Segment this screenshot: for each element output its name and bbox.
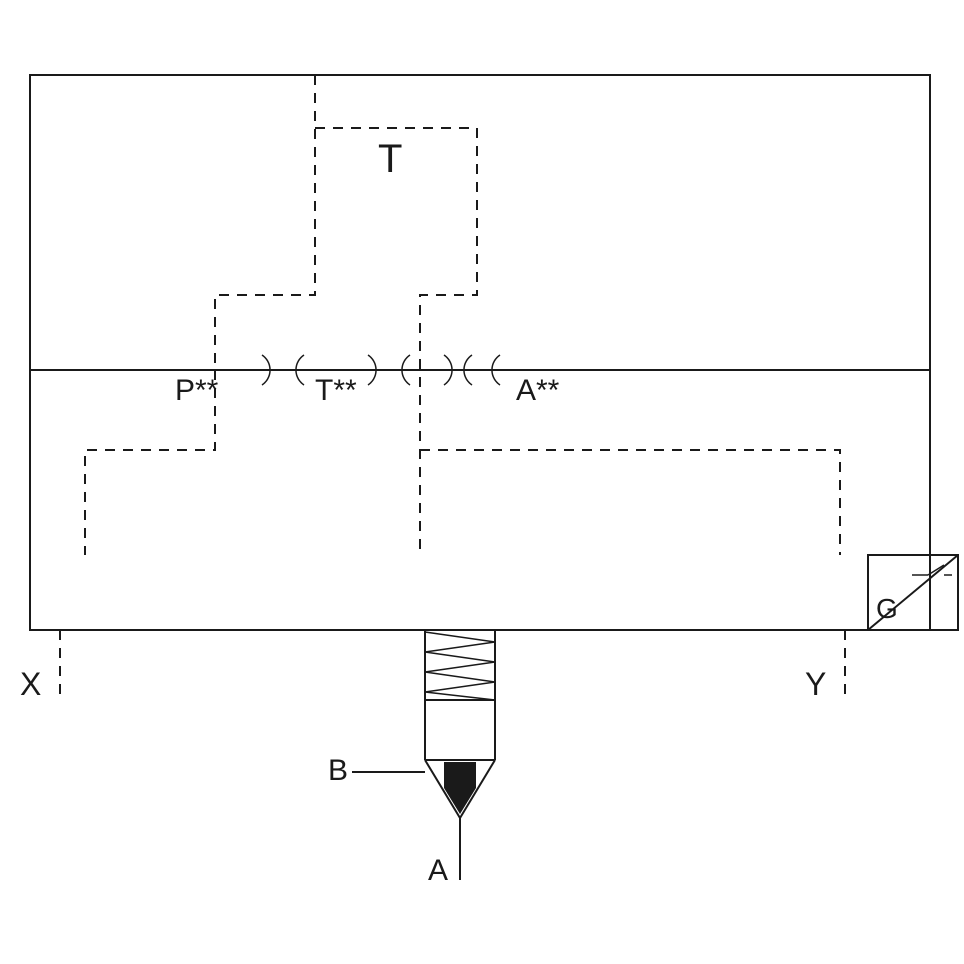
dashed-lower-right bbox=[420, 450, 840, 555]
hydraulic-schematic-svg: P** T** A** T X Y G bbox=[0, 0, 964, 964]
label-Y: Y bbox=[805, 666, 826, 702]
label-A-star: A** bbox=[516, 374, 560, 407]
dashed-right-T bbox=[315, 128, 477, 555]
label-T-star: T** bbox=[315, 374, 357, 407]
outer-enclosure bbox=[30, 75, 930, 630]
label-G: G bbox=[876, 593, 898, 624]
label-B: B bbox=[328, 754, 348, 787]
label-T-top: T bbox=[378, 137, 402, 181]
label-A: A bbox=[428, 854, 448, 887]
label-P-star: P** bbox=[175, 374, 219, 407]
cartridge-valve bbox=[352, 630, 495, 880]
poppet-square bbox=[444, 762, 476, 788]
g-box: G bbox=[868, 555, 958, 630]
spring-icon bbox=[425, 632, 495, 700]
label-X: X bbox=[20, 666, 41, 702]
dashed-left-T bbox=[215, 75, 315, 370]
